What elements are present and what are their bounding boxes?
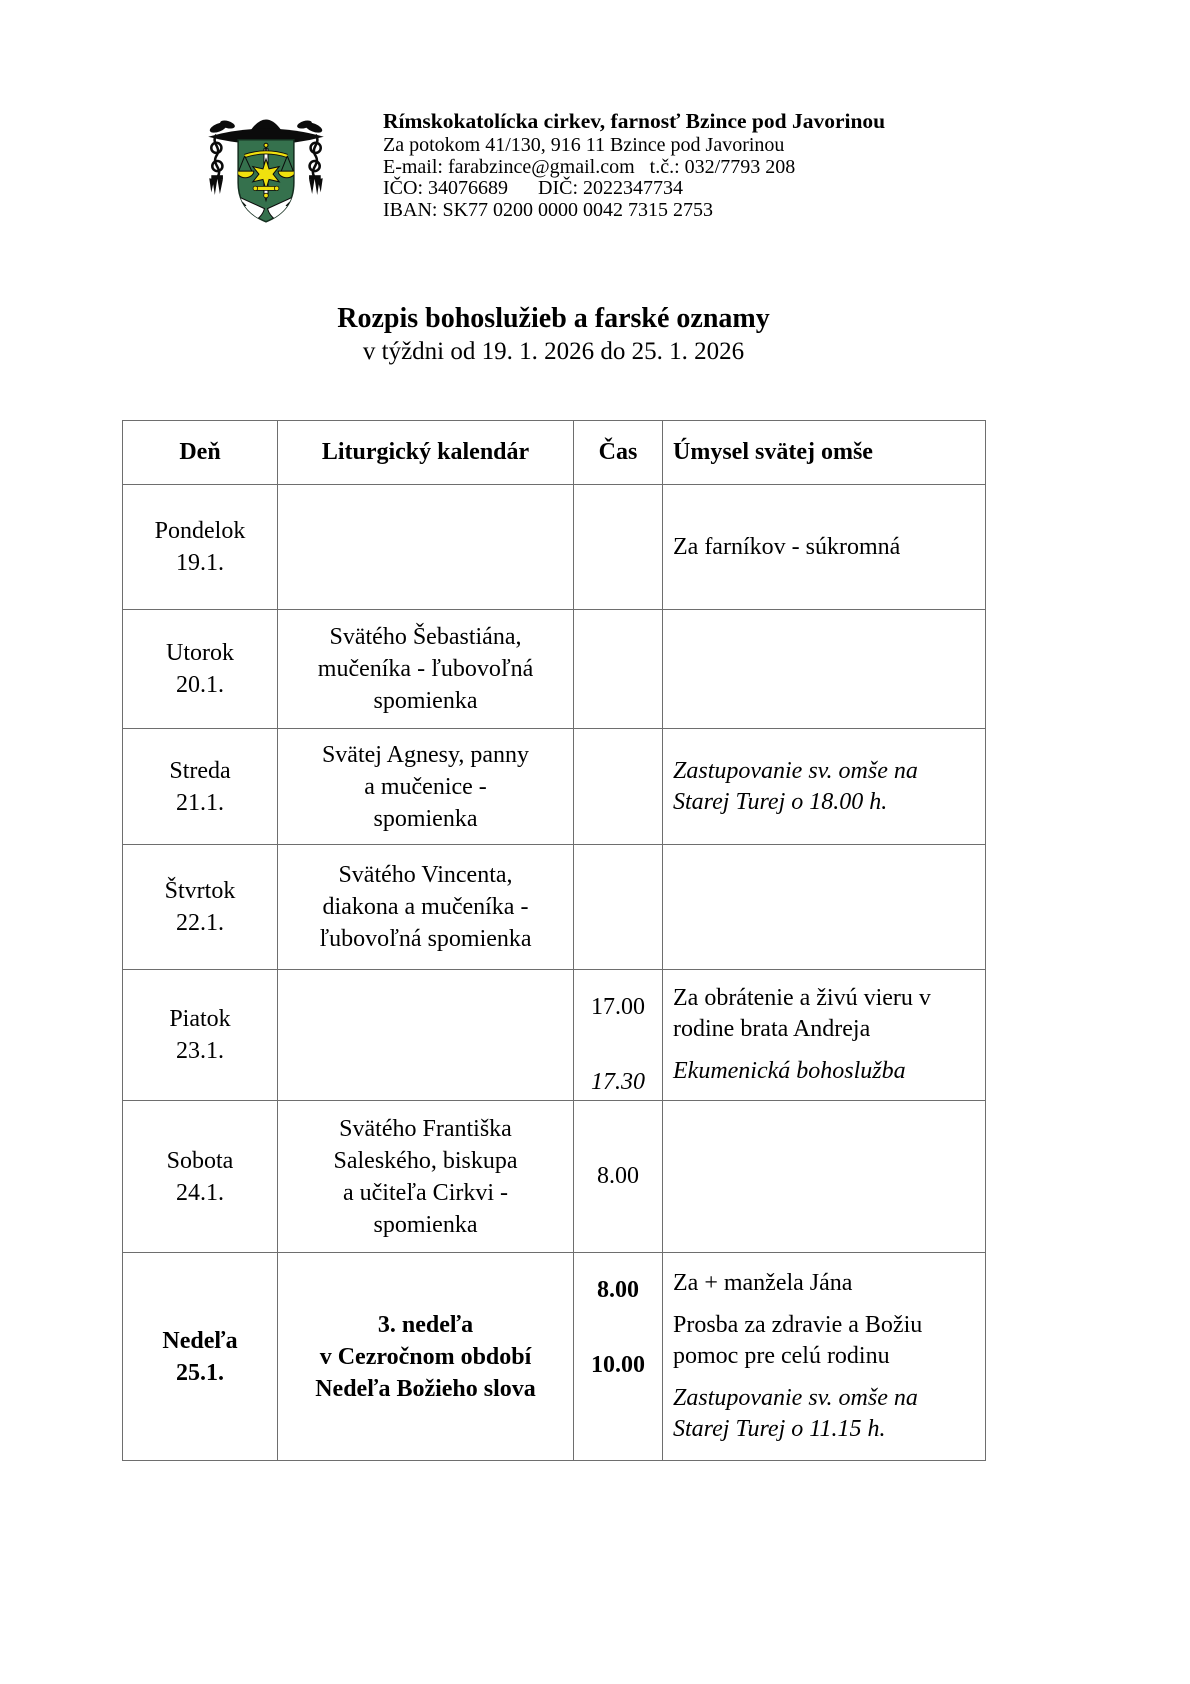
column-header-1: Liturgický kalendár	[277, 420, 574, 485]
day-date: 20.1.	[176, 672, 224, 698]
liturgical-calendar-cell	[277, 969, 574, 1101]
parish-coat-of-arms	[190, 84, 342, 236]
mass-intention: Prosba za zdravie a Božiu pomoc pre celú…	[673, 1312, 923, 1369]
day-cell: Nedeľa 25.1.	[122, 1252, 278, 1461]
table-row: Sobota 24.1. Svätého Františka Saleského, b…	[122, 1100, 986, 1253]
time-cell: 17.00 17.30	[573, 969, 663, 1101]
day-date: 23.1.	[176, 1038, 224, 1064]
title-block: Rozpis bohoslužieb a farské oznamy v týž…	[122, 301, 985, 367]
liturgical-calendar-cell	[277, 484, 574, 610]
day-date: 22.1.	[176, 910, 224, 936]
mass-intention-cell	[662, 1100, 986, 1253]
day-date: 19.1.	[176, 550, 224, 576]
page-title: Rozpis bohoslužieb a farské oznamy	[337, 303, 770, 334]
time-cell: 8.00 10.00	[573, 1252, 663, 1461]
mass-time: 8.00	[597, 1277, 639, 1303]
mass-intention-cell: Za + manžela Jána Prosba za zdravie a Bož…	[662, 1252, 986, 1461]
contact-line: E-mail: farabzince@gmail.com t.č.: 032/7…	[383, 155, 796, 178]
table-row: Streda 21.1. Svätej Agnesy, panny a mučenic…	[122, 728, 986, 845]
liturgical-calendar-cell: Svätého Vincenta, diakona a mučeníka - ľub…	[277, 844, 574, 970]
time-cell: 8.00	[573, 1100, 663, 1253]
mass-time: 17.30	[591, 1069, 645, 1095]
day-cell: Pondelok 19.1.	[122, 484, 278, 610]
liturgical-calendar-cell: Svätého Šebastiána, mučeníka - ľubovoľná s…	[277, 609, 574, 729]
mass-intention-cell	[662, 844, 986, 970]
mass-time: 8.00	[597, 1163, 639, 1189]
mass-time: 17.00	[591, 994, 645, 1020]
day-name: Pondelok	[154, 518, 246, 544]
scales-icon	[238, 142, 294, 179]
liturgical-calendar-cell: 3. nedeľa v Cezročnom období Nedeľa Božieh…	[277, 1252, 574, 1461]
mass-intention-cell	[662, 609, 986, 729]
day-name: Štvrtok	[164, 878, 236, 904]
cross-hilt-icon	[252, 185, 280, 199]
day-name: Sobota	[166, 1147, 234, 1174]
day-name: Streda	[169, 757, 231, 784]
table-row: Utorok 20.1. Svätého Šebastiána, mučeníka -…	[122, 609, 986, 729]
mass-intention: Za + manžela Jána	[673, 1270, 853, 1296]
table-row: Pondelok 19.1. Za farníkov - súkromná	[122, 484, 986, 610]
day-cell: Sobota 24.1.	[122, 1100, 278, 1253]
time-cell	[573, 609, 663, 729]
day-date: 25.1.	[176, 1359, 224, 1386]
time-cell	[573, 728, 663, 845]
schedule-table: Deň Liturgický kalendár Čas Úmysel svätej o…	[122, 420, 986, 1461]
mass-intention: Ekumenická bohoslužba	[673, 1058, 906, 1084]
day-date: 24.1.	[176, 1179, 224, 1206]
day-date: 21.1.	[176, 789, 224, 816]
galero-hat-icon	[208, 119, 324, 145]
org-name: Rímskokatolícka cirkev, farnosť Bzince p…	[383, 109, 886, 133]
page-subtitle: v týždni od 19. 1. 2026 do 25. 1. 2026	[362, 338, 745, 365]
day-cell: Utorok 20.1.	[122, 609, 278, 729]
day-name: Piatok	[169, 1006, 231, 1032]
mass-intention-cell: Zastupovanie sv. omše na Starej Turej o …	[662, 728, 986, 845]
mass-intention: Zastupovanie sv. omše na Starej Turej o …	[673, 1385, 918, 1442]
mass-intention: Zastupovanie sv. omše na Starej Turej o …	[673, 757, 918, 815]
time-cell	[573, 484, 663, 610]
mass-intention: Za obrátenie a živú vieru v rodine brata…	[673, 985, 931, 1042]
column-header-2: Čas	[573, 420, 663, 485]
liturgical-calendar-cell: Svätej Agnesy, panny a mučenice - spomienk…	[277, 728, 574, 845]
mass-time: 10.00	[591, 1352, 645, 1378]
day-name: Nedeľa	[162, 1327, 238, 1354]
day-cell: Štvrtok 22.1.	[122, 844, 278, 970]
iban-line: IBAN: SK77 0200 0000 0042 7315 2753	[383, 198, 714, 221]
time-cell	[573, 844, 663, 970]
column-header-0: Deň	[122, 420, 278, 485]
registry-line: IČO: 34076689 DIČ: 2022347734	[383, 177, 683, 199]
letterhead: Rímskokatolícka cirkev, farnosť Bzince p…	[383, 108, 885, 221]
table-row: Nedeľa 25.1. 3. nedeľa v Cezročnom období Ne…	[122, 1252, 986, 1461]
column-header-3: Úmysel svätej omše	[662, 420, 986, 485]
day-cell: Streda 21.1.	[122, 728, 278, 845]
liturgical-calendar-cell: Svätého Františka Saleského, biskupa a uči…	[277, 1100, 574, 1253]
day-cell: Piatok 23.1.	[122, 969, 278, 1101]
mass-intention-cell: Za farníkov - súkromná	[662, 484, 986, 610]
table-row: Štvrtok 22.1. Svätého Vincenta, diakona a m…	[122, 844, 986, 970]
table-header-row: Deň Liturgický kalendár Čas Úmysel svätej o…	[122, 420, 986, 485]
day-name: Utorok	[166, 640, 234, 666]
mass-intention-cell: Za obrátenie a živú vieru v rodine brata…	[662, 969, 986, 1101]
table-row: Piatok 23.1. 17.00 17.30 Za obrátenie a živú…	[122, 969, 986, 1101]
mass-intention: Za farníkov - súkromná	[673, 533, 901, 560]
coat-of-arms-icon	[207, 119, 325, 223]
address-line: Za potokom 41/130, 916 11 Bzince pod Jav…	[383, 134, 785, 156]
